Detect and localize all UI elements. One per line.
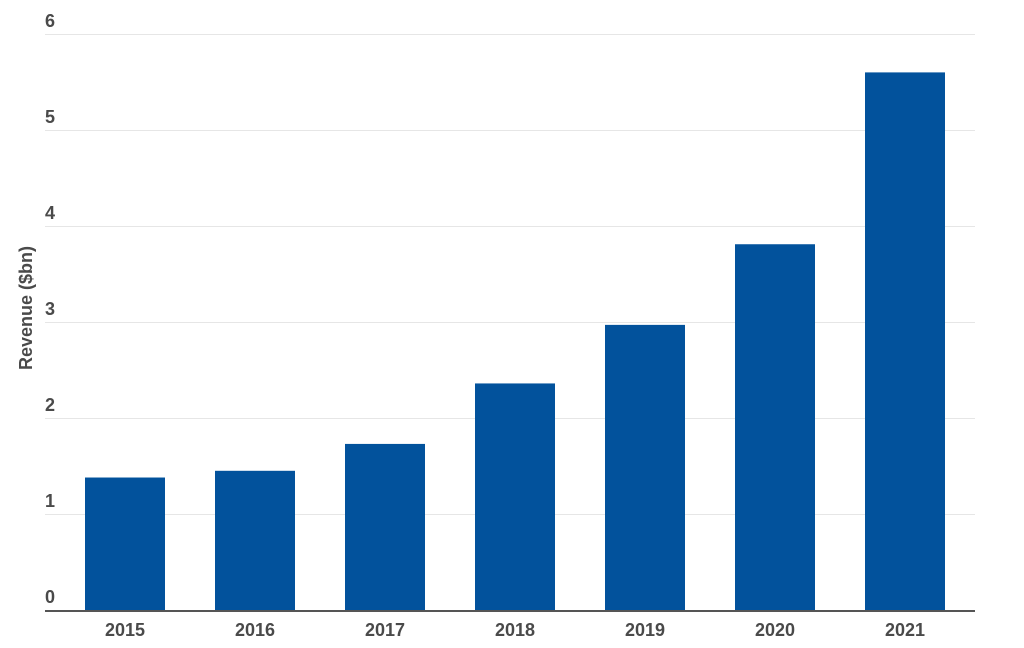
x-tick-label: 2015 xyxy=(105,620,145,640)
y-tick-label: 3 xyxy=(45,299,55,319)
y-tick-label: 6 xyxy=(45,11,55,31)
y-tick-label: 4 xyxy=(45,203,55,223)
x-axis-ticks: 2015 2016 2017 2018 2019 2020 2021 xyxy=(105,620,925,640)
x-tick-label: 2019 xyxy=(625,620,665,640)
bar-2021 xyxy=(865,72,945,610)
bar-2018 xyxy=(475,383,555,610)
bar-2020 xyxy=(735,244,815,611)
x-tick-label: 2021 xyxy=(885,620,925,640)
x-tick-label: 2016 xyxy=(235,620,275,640)
y-tick-label: 1 xyxy=(45,491,55,511)
x-tick-label: 2020 xyxy=(755,620,795,640)
bar-2016 xyxy=(215,470,295,610)
y-tick-label: 0 xyxy=(45,587,55,607)
bar-2015 xyxy=(85,477,165,610)
bar-2019 xyxy=(605,324,685,610)
y-axis-title: Revenue ($bn) xyxy=(16,246,36,370)
bars xyxy=(85,72,945,611)
x-tick-label: 2017 xyxy=(365,620,405,640)
y-axis-ticks: 0 1 2 3 4 5 6 xyxy=(45,11,55,607)
y-tick-label: 2 xyxy=(45,395,55,415)
x-tick-label: 2018 xyxy=(495,620,535,640)
gridlines xyxy=(45,34,975,515)
y-tick-label: 5 xyxy=(45,107,55,127)
bar-2017 xyxy=(345,443,425,610)
